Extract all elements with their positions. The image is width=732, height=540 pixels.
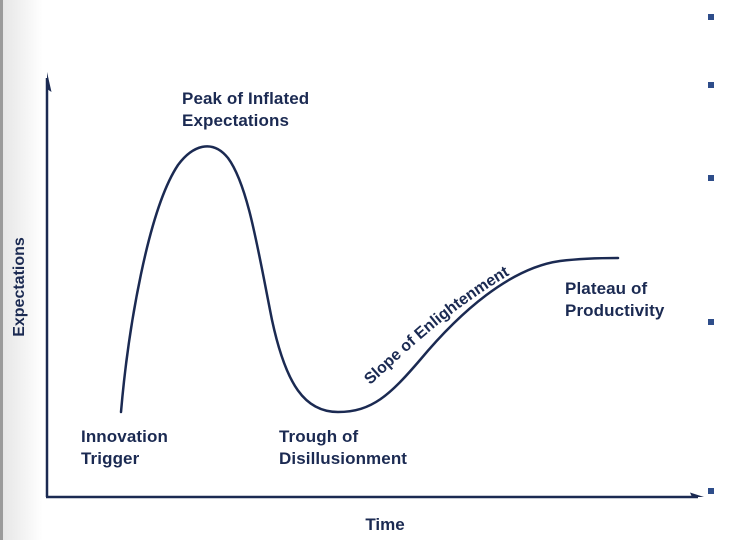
hype-curve xyxy=(119,145,620,414)
square-marker-icon xyxy=(708,175,714,181)
innovation-trigger-label: Innovation Trigger xyxy=(81,426,168,470)
square-marker-icon xyxy=(708,82,714,88)
plateau-label: Plateau of Productivity xyxy=(565,278,664,322)
trough-label: Trough of Disillusionment xyxy=(279,426,407,470)
peak-label: Peak of Inflated Expectations xyxy=(182,88,309,132)
trough-line2: Disillusionment xyxy=(279,449,408,468)
innovation-trigger-line2: Trigger xyxy=(81,449,140,468)
y-axis-arrow-icon xyxy=(47,72,52,92)
innovation-trigger-line1: Innovation xyxy=(81,427,168,446)
window-edge-shade xyxy=(3,0,43,540)
square-marker-icon xyxy=(708,14,714,20)
x-axis-arrow-icon xyxy=(690,492,704,497)
plateau-line2: Productivity xyxy=(565,301,665,320)
square-marker-icon xyxy=(708,319,714,325)
trough-line1: Trough of xyxy=(279,427,359,446)
x-axis-label: Time xyxy=(365,515,405,534)
peak-line2: Expectations xyxy=(182,111,290,130)
peak-line1: Peak of Inflated xyxy=(182,89,310,108)
plateau-line1: Plateau of xyxy=(565,279,648,298)
square-marker-icon xyxy=(708,488,714,494)
window-edge-bar xyxy=(0,0,3,540)
x-axis xyxy=(46,492,704,499)
y-axis-label: Expectations xyxy=(11,237,28,337)
slope-label: Slope of Enlightenment xyxy=(361,263,512,388)
y-axis xyxy=(45,72,52,497)
